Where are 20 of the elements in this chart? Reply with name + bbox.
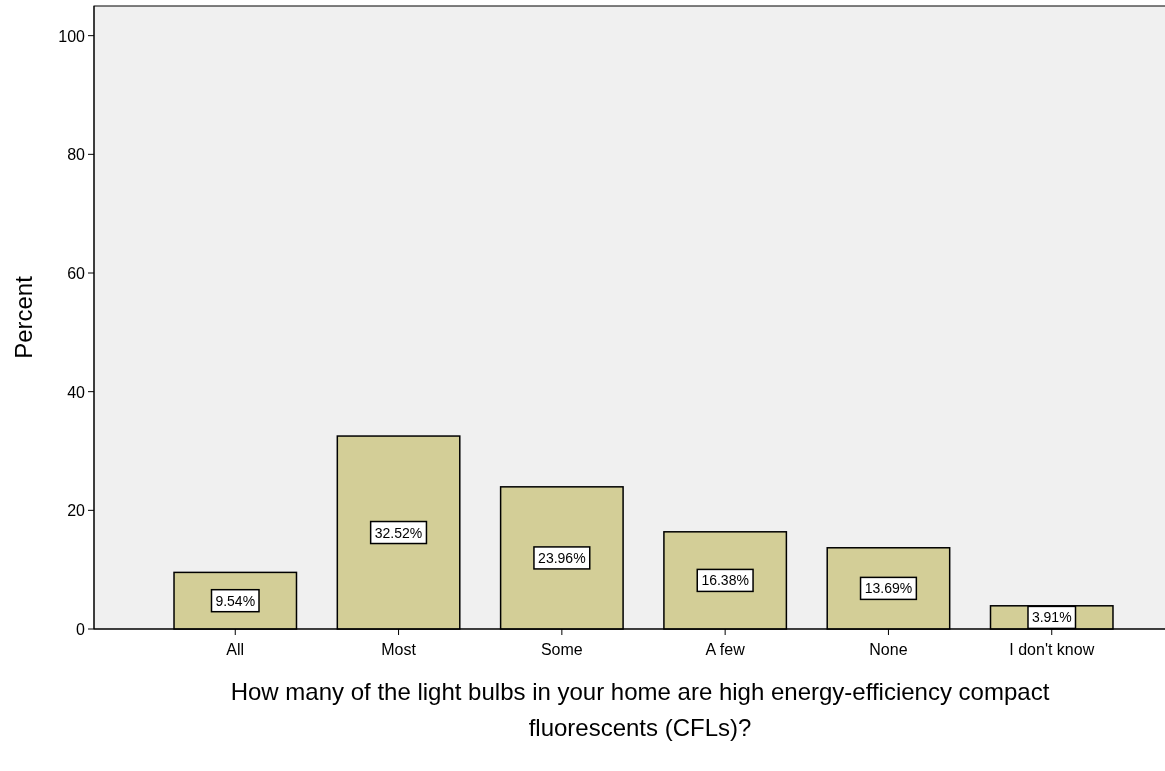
x-tick-label: Most xyxy=(381,641,417,658)
data-label: 23.96% xyxy=(538,549,586,566)
data-label: 3.91% xyxy=(1031,609,1072,626)
x-tick-label: Some xyxy=(540,641,583,658)
data-label: 9.54% xyxy=(215,592,256,609)
y-tick-label: 0 xyxy=(76,621,86,638)
x-axis-title: How many of the light bulbs in your home are high energy-efficiency compact fluorescents (CFLs)? xyxy=(230,678,1050,741)
data-label: 16.38% xyxy=(701,572,749,589)
x-tick-label: None xyxy=(869,641,908,658)
y-axis-title: Percent xyxy=(10,275,37,359)
y-tick-label: 60 xyxy=(67,265,86,282)
x-tick-label: All xyxy=(226,641,245,658)
y-tick-label: 40 xyxy=(67,383,86,401)
y-tick-label: 20 xyxy=(67,502,86,520)
data-label: 32.52% xyxy=(374,524,423,541)
y-tick-label: 80 xyxy=(67,146,86,164)
x-tick-label: A few xyxy=(705,641,746,658)
y-tick-label: 100 xyxy=(58,27,86,45)
x-tick-label: I don't know xyxy=(1009,641,1095,658)
data-label: 13.69% xyxy=(864,580,913,597)
